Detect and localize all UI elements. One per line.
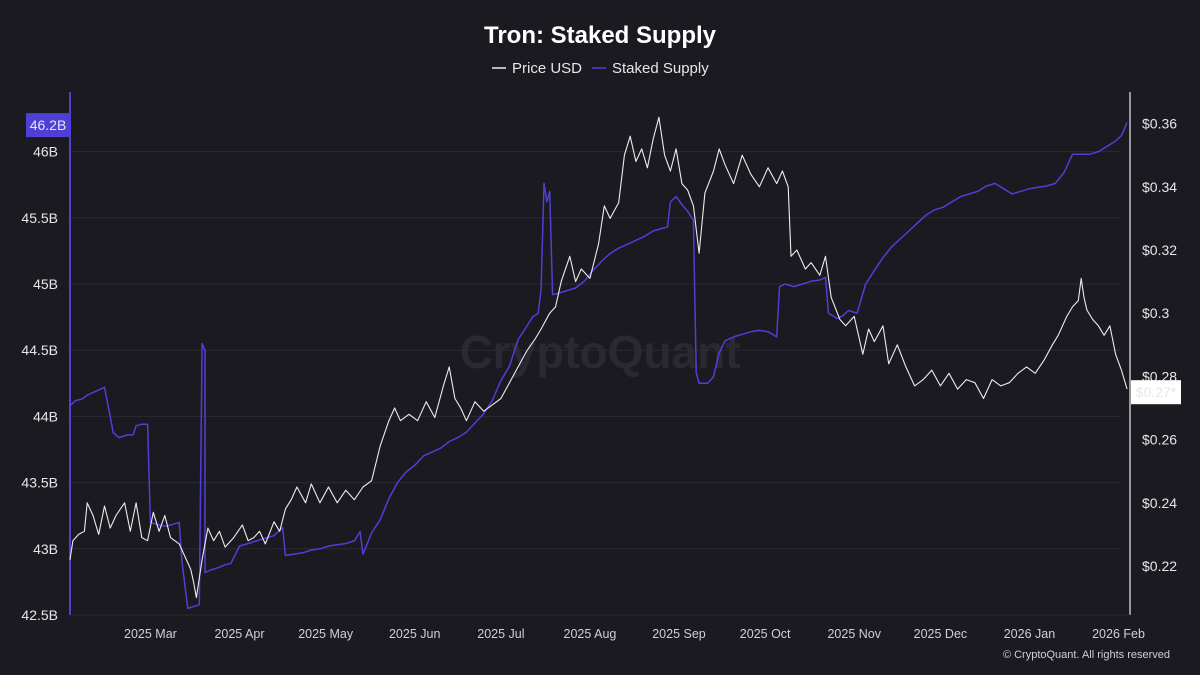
x-tick-label: 2025 Apr [214, 627, 264, 641]
axes [69, 92, 1131, 616]
right-axis-ticks: $0.22$0.24$0.26$0.28$0.3$0.32$0.34$0.36 [1142, 116, 1177, 574]
right-tick-label: $0.22 [1142, 558, 1177, 574]
left-axis-ticks: 42.5B 43B 43.5B 44B 44.5B 45B 45.5B 46B [21, 144, 58, 623]
x-tick-label: 2025 Nov [827, 627, 881, 641]
right-tick-label: $0.3 [1142, 305, 1169, 321]
x-tick-label: 2025 Dec [914, 627, 968, 641]
x-tick-label: 2025 Oct [740, 627, 791, 641]
left-tick-label: 44.5B [21, 342, 58, 358]
left-tick-label: 43B [33, 541, 58, 557]
legend-label-staked: Staked Supply [612, 60, 709, 77]
series-lines [69, 116, 1128, 610]
left-tick-label: 45B [33, 276, 58, 292]
left-tick-label: 43.5B [21, 475, 58, 491]
right-tick-label: $0.36 [1142, 116, 1177, 132]
x-tick-label: 2025 Mar [124, 627, 177, 641]
left-tick-label: 45.5B [21, 210, 58, 226]
left-tick-label: 46B [33, 144, 58, 160]
price-usd-line [69, 116, 1128, 599]
right-current-value: $0.27* [1136, 384, 1177, 400]
watermark: CryptoQuant [459, 326, 740, 378]
copyright-footer: © CryptoQuant. All rights reserved [1003, 649, 1170, 661]
right-current-badge-bg [1131, 380, 1181, 405]
legend: Price USD Staked Supply [492, 60, 709, 77]
x-tick-label: 2025 Aug [564, 627, 617, 641]
right-current-badge: $0.27* [1131, 380, 1181, 405]
chart-title: Tron: Staked Supply [484, 22, 717, 49]
x-tick-label: 2026 Feb [1092, 627, 1145, 641]
left-current-badge-bg [26, 113, 70, 138]
right-tick-label: $0.34 [1142, 179, 1177, 195]
x-tick-label: 2025 May [298, 627, 354, 641]
x-axis-ticks: 2025 Mar 2025 Apr 2025 May 2025 Jun 2025 Jul… [124, 627, 1145, 641]
left-tick-label: 42.5B [21, 607, 58, 623]
x-tick-label: 2025 Jun [389, 627, 440, 641]
legend-label-price: Price USD [512, 60, 582, 77]
left-current-value: 46.2B [30, 117, 67, 133]
left-current-badge: 46.2B [26, 113, 70, 138]
left-tick-label: 44B [33, 408, 58, 424]
x-tick-label: 2025 Jul [477, 627, 524, 641]
right-tick-label: $0.32 [1142, 242, 1177, 258]
x-tick-label: 2025 Sep [652, 627, 706, 641]
x-tick-label: 2026 Jan [1004, 627, 1055, 641]
right-tick-label: $0.26 [1142, 432, 1177, 448]
right-tick-label: $0.24 [1142, 495, 1177, 511]
